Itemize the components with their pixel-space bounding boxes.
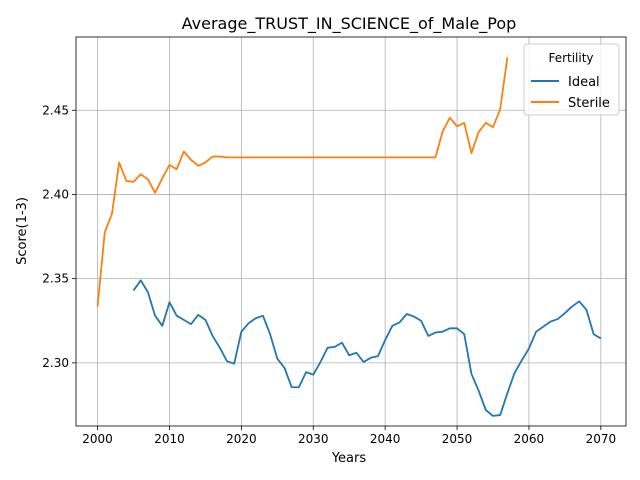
legend-label-sterile: Sterile — [568, 96, 610, 111]
x-tick-label: 2040 — [370, 432, 401, 446]
x-tick-label: 2060 — [514, 432, 545, 446]
x-tick-label: 2010 — [154, 432, 185, 446]
series-line-sterile — [96, 57, 509, 307]
legend-title: Fertility — [548, 51, 593, 65]
axes — [72, 36, 627, 430]
legend: Fertility Ideal Sterile — [523, 43, 620, 116]
x-tick-label: 2000 — [82, 432, 113, 446]
legend-box — [523, 43, 620, 116]
x-axis-label: Years — [331, 451, 367, 466]
x-tick-label: 2020 — [226, 432, 257, 446]
y-tick-label: 2.30 — [42, 356, 69, 370]
y-tick-label: 2.35 — [42, 272, 69, 286]
y-tick-label: 2.45 — [42, 103, 69, 117]
x-tick-label: 2030 — [298, 432, 329, 446]
chart-title: Average_TRUST_IN_SCIENCE_of_Male_Pop — [182, 14, 517, 34]
plot-frame — [75, 36, 627, 427]
plot-series — [96, 57, 602, 417]
legend-label-ideal: Ideal — [568, 75, 600, 90]
x-tick-label: 2070 — [586, 432, 617, 446]
y-tick-label: 2.40 — [42, 187, 69, 201]
y-axis-label: Score(1-3) — [15, 197, 30, 265]
tick-labels: 2000 2010 2020 2030 2040 2050 2060 2070 2.30 2.35… — [42, 103, 616, 446]
x-tick-label: 2050 — [442, 432, 473, 446]
series-line-ideal — [132, 279, 602, 417]
